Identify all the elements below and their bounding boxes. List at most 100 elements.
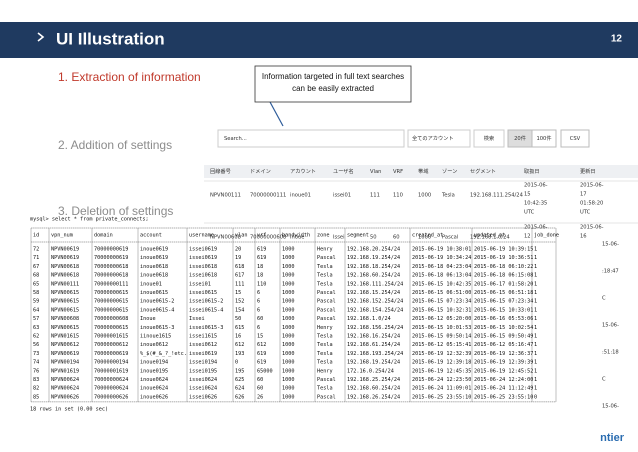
- csv-button[interactable]: [560, 129, 590, 148]
- terminal-cell: 58: [33, 290, 39, 296]
- terminal-cell: 1000: [282, 247, 295, 253]
- terminal-cell: 192.168.1.0/24: [347, 316, 391, 322]
- terminal-cell: Henry: [317, 368, 333, 374]
- terminal-cell: 1: [534, 386, 537, 392]
- page-button[interactable]: [531, 129, 557, 148]
- terminal-cell: 1000: [282, 394, 295, 400]
- chevron: [37, 32, 45, 42]
- terminal-cell: 1: [534, 316, 537, 322]
- terminal-cell: 70000000612: [94, 342, 128, 348]
- terminal-cell: issei0612: [189, 342, 217, 348]
- terminal-cell: 2015-06-25 23:55:10: [474, 394, 533, 400]
- terminal-cell: 2015-06-19 10:34:24: [412, 255, 471, 261]
- column-header: セグメント: [470, 167, 496, 175]
- terminal-header: vpn_num: [51, 233, 73, 239]
- terminal-cell: 2015-06-19 12:45:35: [412, 368, 471, 374]
- terminal-cell: 2015-06-15 10:33:01: [474, 307, 533, 313]
- terminal-cell: Henry: [317, 247, 333, 253]
- terminal-cell: 6: [257, 290, 260, 296]
- terminal-header: account: [140, 233, 162, 239]
- search-placeholder: Search...: [224, 136, 247, 142]
- terminal-cell: 70000000626: [94, 394, 128, 400]
- terminal-cell: Pascal: [317, 377, 336, 383]
- terminal-cell: 192.168.156.254/24: [347, 325, 403, 331]
- terminal-cell: 2015-06-17 01:58:20: [474, 281, 533, 287]
- terminal-cell: 72: [33, 247, 39, 253]
- terminal-cell: 195: [235, 368, 244, 374]
- terminal-cell: 2015-06-15 06:51:18: [474, 290, 533, 296]
- terminal-cell: issei0618: [189, 264, 217, 270]
- step: 1. Extraction of information: [58, 70, 201, 84]
- terminal-cell: 2015-06-15 09:50:49: [474, 334, 533, 340]
- search-box[interactable]: [217, 129, 405, 148]
- terminal-header: domain: [94, 233, 113, 239]
- title-bar: [0, 22, 638, 58]
- terminal-cell: 76: [33, 368, 39, 374]
- terminal-cell: 2015-06-15 07:23:34: [412, 299, 471, 305]
- terminal-cell: 192.168.61.254/24: [347, 342, 400, 348]
- terminal-cell: 0: [534, 394, 537, 400]
- cell: inoue01: [290, 193, 311, 199]
- date-cell: 15: [524, 192, 531, 198]
- terminal-cell: 192.168.18.254/24: [347, 264, 400, 270]
- search-button[interactable]: [473, 129, 505, 148]
- terminal-cell: 67: [33, 264, 39, 270]
- cell-fragment: :18:47: [602, 269, 619, 275]
- terminal-cell: 1000: [282, 299, 295, 305]
- date-cell: 12: [524, 234, 531, 240]
- summary: 18 rows in set (0.00 sec): [30, 406, 108, 412]
- account-select[interactable]: [407, 129, 471, 148]
- terminal-cell: 26: [257, 394, 263, 400]
- terminal-cell: 1000: [282, 264, 295, 270]
- terminal-cell: inoue0615-2: [140, 299, 174, 305]
- terminal-cell: 154: [235, 307, 244, 313]
- date-cell: 2015-06-: [580, 225, 604, 231]
- terminal-cell: 2015-06-19 12:32:39: [412, 351, 471, 357]
- terminal-cell: NPVN00111: [51, 281, 79, 287]
- terminal-cell: 1000: [282, 351, 295, 357]
- web-ui-table: 回線番号 ドメイン アカウント ユーザ名 Vlan VRF 帯域 ゾーン セグメント 取扱日 更新日…: [204, 167, 638, 410]
- terminal-cell: 1000: [282, 334, 295, 340]
- date-cell: 17: [580, 192, 587, 198]
- terminal-cell: 60: [257, 377, 263, 383]
- terminal-cell: 62: [33, 334, 39, 340]
- cell: 192.168.111.254/24: [470, 193, 524, 199]
- terminal-cell: 85: [33, 394, 39, 400]
- terminal-cell: issei0615-3: [189, 325, 223, 331]
- terminal-cell: issei0619: [189, 247, 217, 253]
- cell-fragment: C: [602, 296, 606, 302]
- date-cell: 01:58:20: [580, 201, 603, 207]
- terminal-cell: 74: [33, 360, 39, 366]
- terminal-cell: 2015-06-15 10:02:54: [474, 325, 533, 331]
- page-number: 12: [611, 34, 623, 45]
- terminal-cell: Pascal: [317, 307, 336, 313]
- cell: 50: [370, 235, 377, 241]
- terminal-cell: 16: [235, 334, 241, 340]
- callout-box: [254, 65, 412, 103]
- terminal-cell: 2015-06-19 12:36:37: [474, 351, 533, 357]
- terminal-cell: 2015-06-24 11:12:49: [474, 386, 533, 392]
- terminal-cell: 2015-06-12 05:20:00: [412, 316, 471, 322]
- cell: 111: [370, 193, 380, 199]
- terminal-cell: issei1615: [189, 334, 217, 340]
- callout-pointer: [269, 101, 284, 127]
- terminal-cell: 50: [235, 316, 241, 322]
- terminal-cell: 192.168.154.254/24: [347, 307, 403, 313]
- terminal-cell: 1: [534, 342, 537, 348]
- command: mysql> select * from private_connects;: [30, 217, 149, 223]
- column-header: ドメイン: [250, 169, 271, 175]
- cell-fragment: C: [602, 377, 606, 383]
- cell: 60: [393, 235, 400, 241]
- page-button-label: 20件: [514, 134, 526, 142]
- web-ui: Search... 全てのアカウント 検索 20件 100件 CSV: [200, 122, 638, 242]
- cell: 70000000608: [250, 235, 286, 241]
- terminal-cell: 192.168.20.254/24: [347, 247, 400, 253]
- terminal-cell: 1000: [282, 342, 295, 348]
- terminal-header: vlan: [235, 233, 248, 239]
- terminal-cell: issei0618: [189, 273, 217, 279]
- terminal-header: created_at: [412, 233, 443, 239]
- column-header: 更新日: [580, 167, 596, 175]
- terminal-cell: Henry: [317, 325, 333, 331]
- terminal-cell: 1: [534, 360, 537, 366]
- terminal-cell: 19: [235, 255, 241, 261]
